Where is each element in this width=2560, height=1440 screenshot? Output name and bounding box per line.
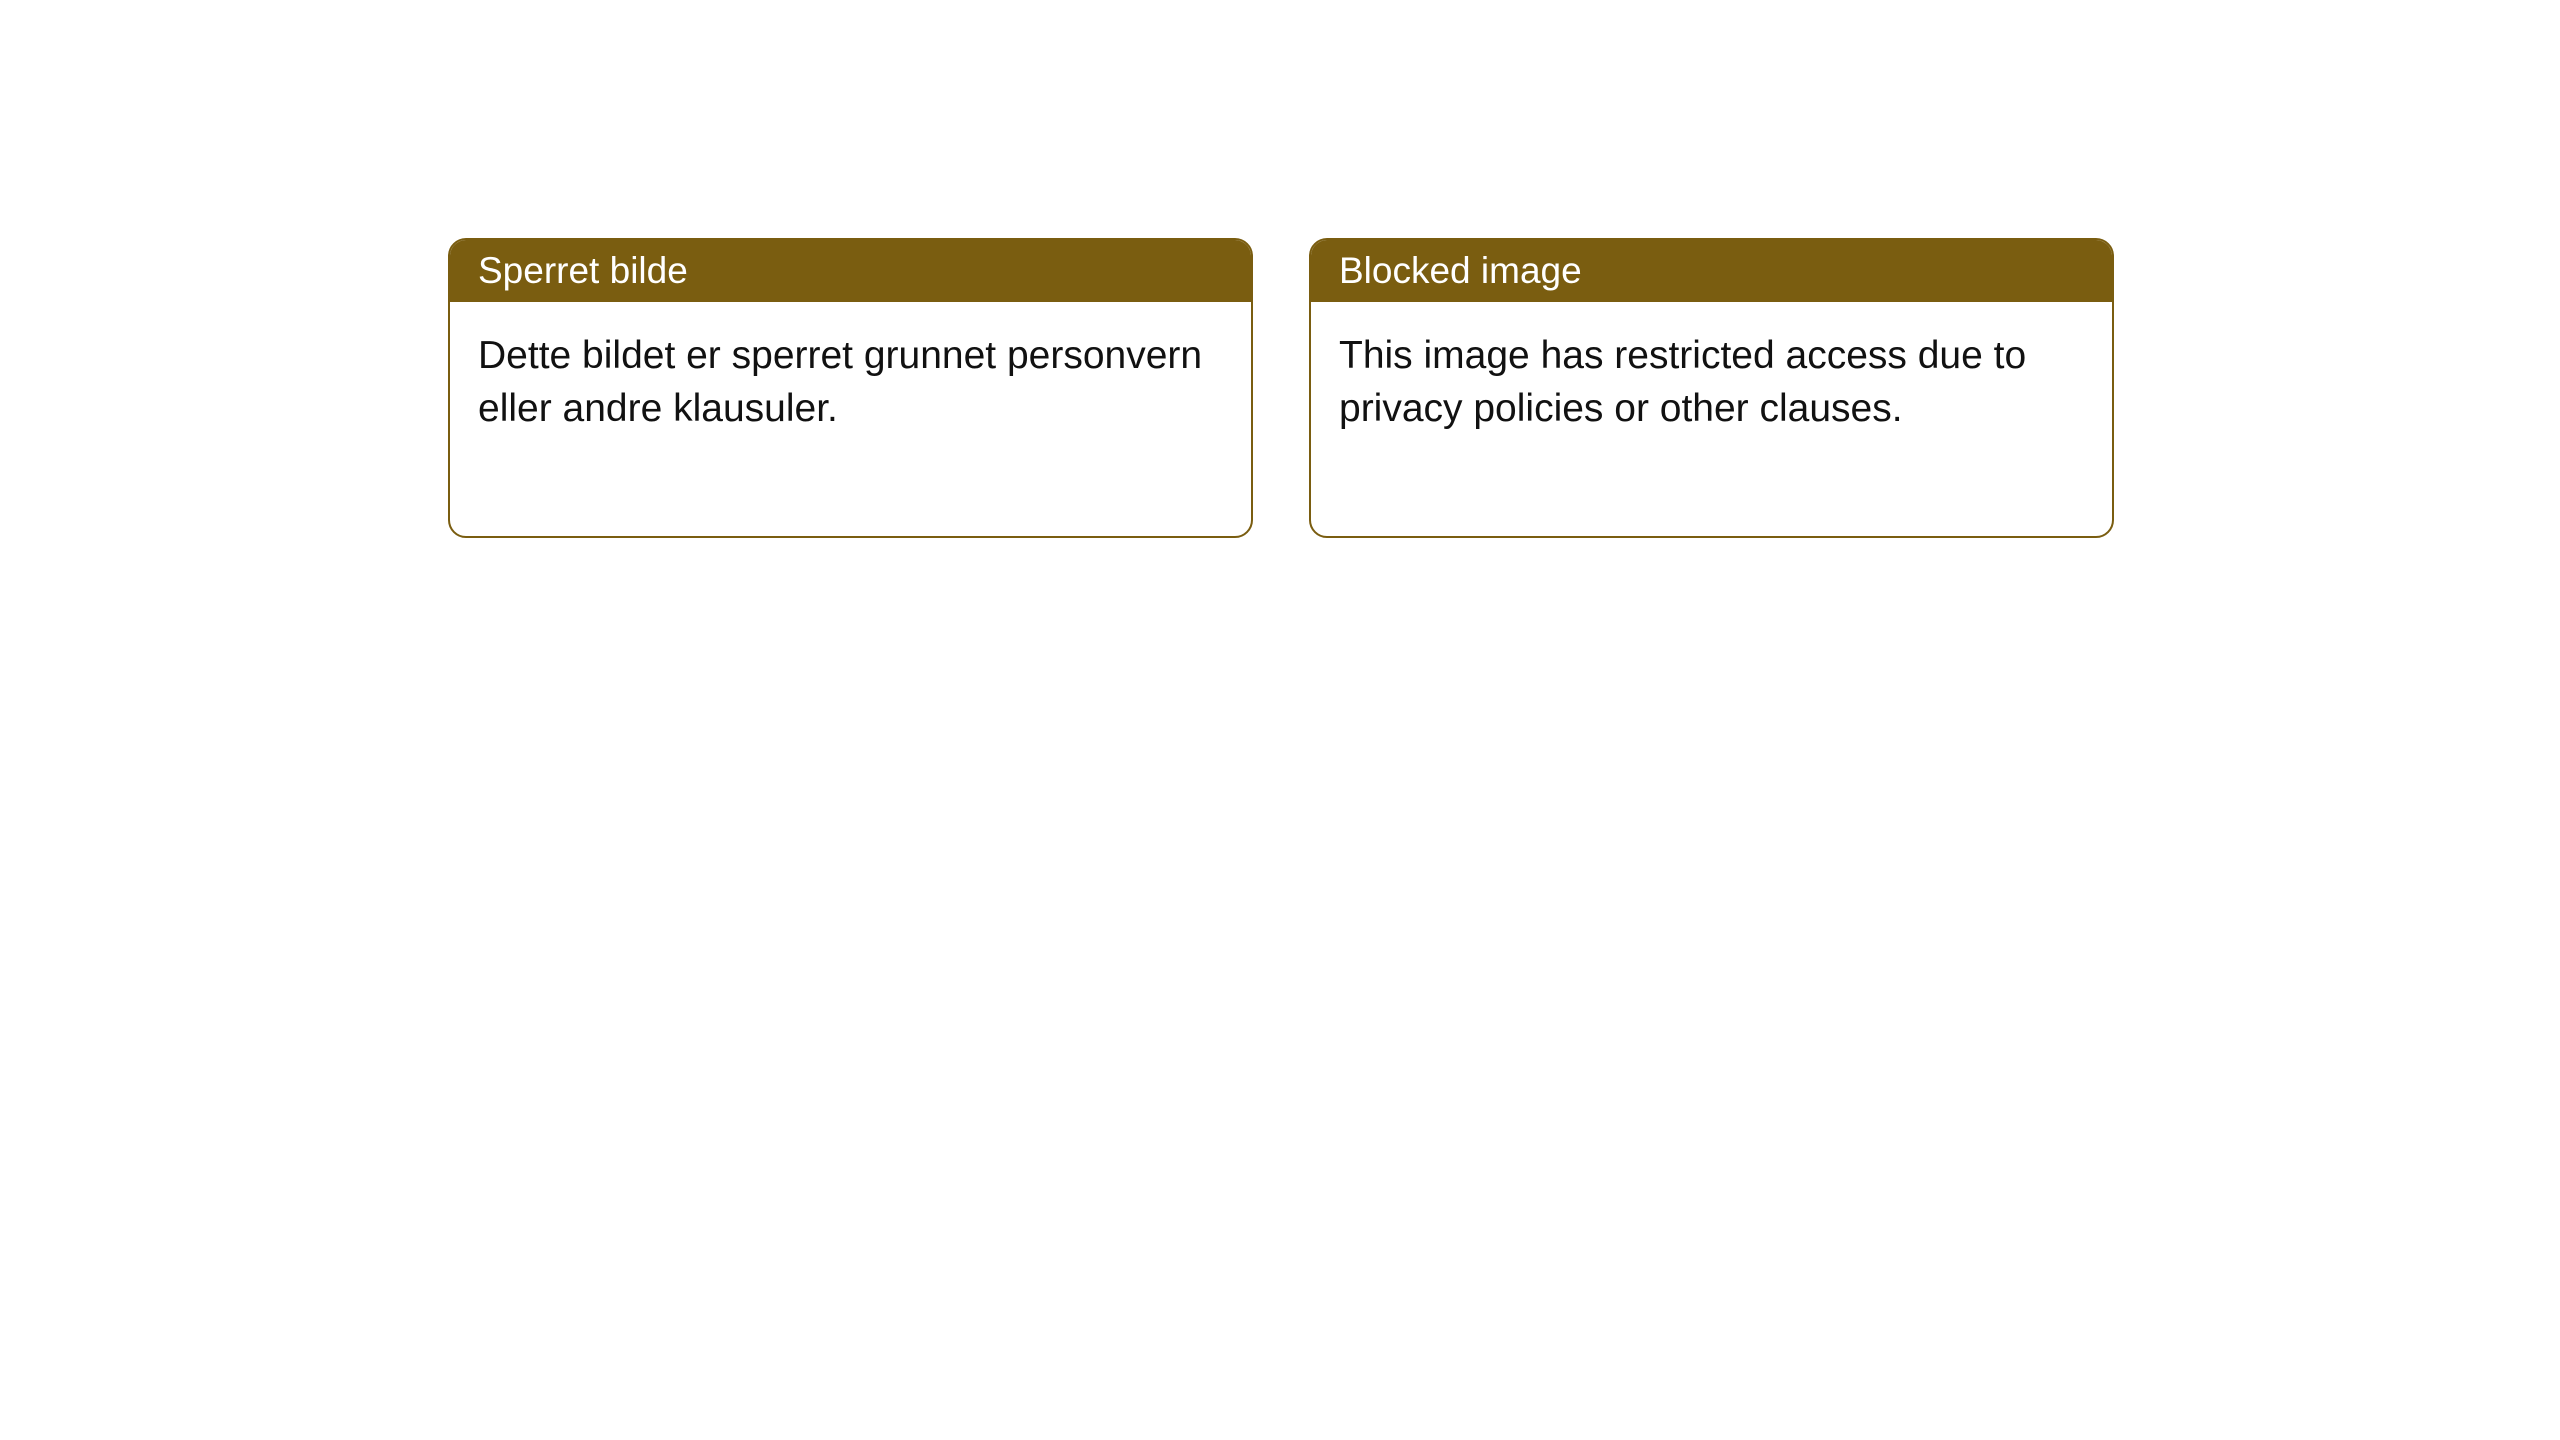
- notice-card-english: Blocked image This image has restricted …: [1309, 238, 2114, 538]
- notice-body: This image has restricted access due to …: [1311, 302, 2112, 536]
- notice-container: Sperret bilde Dette bildet er sperret gr…: [448, 238, 2114, 538]
- notice-header: Blocked image: [1311, 240, 2112, 302]
- notice-body: Dette bildet er sperret grunnet personve…: [450, 302, 1251, 536]
- notice-header: Sperret bilde: [450, 240, 1251, 302]
- notice-card-norwegian: Sperret bilde Dette bildet er sperret gr…: [448, 238, 1253, 538]
